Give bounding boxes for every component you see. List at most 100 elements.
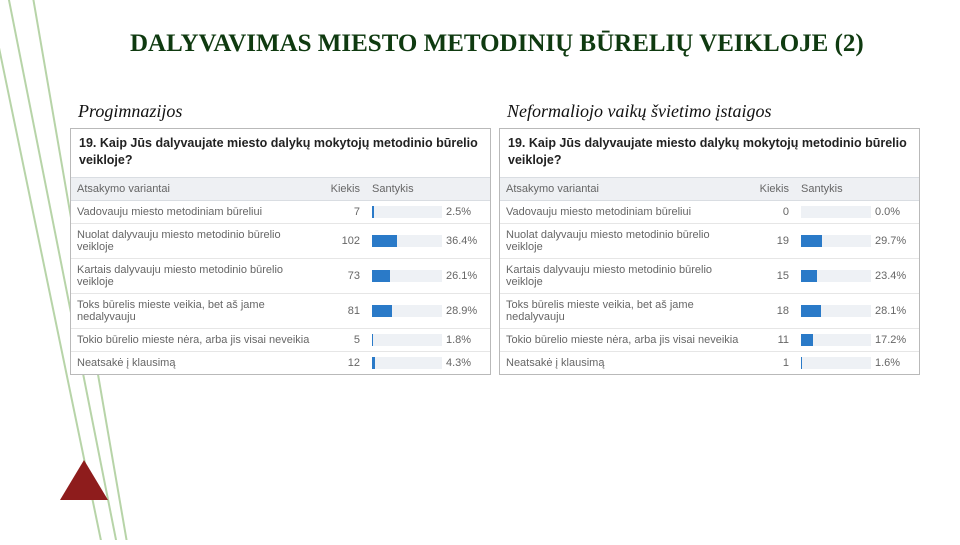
bar-track <box>801 206 871 218</box>
bar-fill <box>372 206 374 218</box>
question-number: 19. <box>508 136 525 150</box>
bar-track <box>372 206 442 218</box>
row-label: Toks būrelis mieste veikia, bet aš jame … <box>71 294 318 329</box>
row-count: 18 <box>747 294 795 329</box>
row-count: 1 <box>747 352 795 375</box>
row-percent: 36.4% <box>446 235 484 247</box>
bar-fill <box>801 235 822 247</box>
col-header-ratio: Santykis <box>366 178 490 201</box>
table-row: Toks būrelis mieste veikia, bet aš jame … <box>500 294 919 329</box>
bar-fill <box>801 334 813 346</box>
right-column: Neformaliojo vaikų švietimo įstaigos 19.… <box>499 101 920 375</box>
row-label: Kartais dalyvauju miesto metodinio būrel… <box>500 259 747 294</box>
row-ratio: 1.8% <box>366 329 490 352</box>
col-header-variant: Atsakymo variantai <box>500 178 747 201</box>
table-row: Neatsakė į klausimą1 1.6% <box>500 352 919 375</box>
slide-title: DALYVAVIMAS MIESTO METODINIŲ BŪRELIŲ VEI… <box>130 28 920 59</box>
row-label: Neatsakė į klausimą <box>500 352 747 375</box>
slide-content: DALYVAVIMAS MIESTO METODINIŲ BŪRELIŲ VEI… <box>0 0 960 540</box>
table-header-row: Atsakymo variantai Kiekis Santykis <box>71 178 490 201</box>
bar-track <box>372 235 442 247</box>
bar-fill <box>372 305 392 317</box>
row-count: 5 <box>318 329 366 352</box>
row-label: Tokio būrelio mieste nėra, arba jis visa… <box>71 329 318 352</box>
row-percent: 23.4% <box>875 270 913 282</box>
table-row: Nuolat dalyvauju miesto metodinio būreli… <box>500 224 919 259</box>
left-column: Progimnazijos 19. Kaip Jūs dalyvaujate m… <box>70 101 491 375</box>
bar-fill <box>372 235 397 247</box>
row-count: 81 <box>318 294 366 329</box>
table-row: Kartais dalyvauju miesto metodinio būrel… <box>71 259 490 294</box>
table-row: Vadovauju miesto metodiniam būreliui7 2.5… <box>71 201 490 224</box>
row-label: Nuolat dalyvauju miesto metodinio būreli… <box>71 224 318 259</box>
left-column-label: Progimnazijos <box>78 101 491 122</box>
row-ratio: 4.3% <box>366 352 490 375</box>
question-text: Kaip Jūs dalyvaujate miesto dalykų mokyt… <box>508 136 907 167</box>
row-ratio: 2.5% <box>366 201 490 224</box>
table-row: Toks būrelis mieste veikia, bet aš jame … <box>71 294 490 329</box>
row-count: 15 <box>747 259 795 294</box>
left-question: 19. Kaip Jūs dalyvaujate miesto dalykų m… <box>71 129 490 177</box>
bar-track <box>372 357 442 369</box>
bar-track <box>801 357 871 369</box>
right-column-label: Neformaliojo vaikų švietimo įstaigos <box>507 101 920 122</box>
right-question: 19. Kaip Jūs dalyvaujate miesto dalykų m… <box>500 129 919 177</box>
row-label: Nuolat dalyvauju miesto metodinio būreli… <box>500 224 747 259</box>
row-count: 0 <box>747 201 795 224</box>
row-count: 19 <box>747 224 795 259</box>
row-ratio: 36.4% <box>366 224 490 259</box>
table-row: Tokio būrelio mieste nėra, arba jis visa… <box>500 329 919 352</box>
columns-wrap: Progimnazijos 19. Kaip Jūs dalyvaujate m… <box>70 101 920 375</box>
table-row: Tokio būrelio mieste nėra, arba jis visa… <box>71 329 490 352</box>
row-percent: 29.7% <box>875 235 913 247</box>
row-percent: 28.9% <box>446 305 484 317</box>
right-panel: 19. Kaip Jūs dalyvaujate miesto dalykų m… <box>499 128 920 375</box>
col-header-count: Kiekis <box>318 178 366 201</box>
row-count: 11 <box>747 329 795 352</box>
table-row: Nuolat dalyvauju miesto metodinio būreli… <box>71 224 490 259</box>
bar-fill <box>801 270 817 282</box>
bar-fill <box>801 305 821 317</box>
bar-fill <box>372 270 390 282</box>
question-text: Kaip Jūs dalyvaujate miesto dalykų mokyt… <box>79 136 478 167</box>
left-panel: 19. Kaip Jūs dalyvaujate miesto dalykų m… <box>70 128 491 375</box>
row-label: Toks būrelis mieste veikia, bet aš jame … <box>500 294 747 329</box>
col-header-variant: Atsakymo variantai <box>71 178 318 201</box>
row-percent: 26.1% <box>446 270 484 282</box>
row-percent: 0.0% <box>875 206 913 218</box>
bar-fill <box>801 357 802 369</box>
row-ratio: 0.0% <box>795 201 919 224</box>
row-percent: 1.6% <box>875 357 913 369</box>
table-row: Kartais dalyvauju miesto metodinio būrel… <box>500 259 919 294</box>
row-label: Vadovauju miesto metodiniam būreliui <box>71 201 318 224</box>
row-ratio: 28.1% <box>795 294 919 329</box>
row-percent: 4.3% <box>446 357 484 369</box>
row-ratio: 28.9% <box>366 294 490 329</box>
row-label: Neatsakė į klausimą <box>71 352 318 375</box>
row-percent: 1.8% <box>446 334 484 346</box>
row-percent: 17.2% <box>875 334 913 346</box>
row-percent: 2.5% <box>446 206 484 218</box>
row-ratio: 29.7% <box>795 224 919 259</box>
row-ratio: 23.4% <box>795 259 919 294</box>
table-row: Neatsakė į klausimą12 4.3% <box>71 352 490 375</box>
question-number: 19. <box>79 136 96 150</box>
table-header-row: Atsakymo variantai Kiekis Santykis <box>500 178 919 201</box>
bar-track <box>801 270 871 282</box>
col-header-ratio: Santykis <box>795 178 919 201</box>
row-count: 102 <box>318 224 366 259</box>
row-label: Kartais dalyvauju miesto metodinio būrel… <box>71 259 318 294</box>
left-table: Atsakymo variantai Kiekis Santykis Vadov… <box>71 177 490 374</box>
right-table: Atsakymo variantai Kiekis Santykis Vadov… <box>500 177 919 374</box>
row-count: 73 <box>318 259 366 294</box>
row-count: 7 <box>318 201 366 224</box>
row-label: Vadovauju miesto metodiniam būreliui <box>500 201 747 224</box>
row-ratio: 1.6% <box>795 352 919 375</box>
bar-fill <box>372 334 373 346</box>
bar-track <box>372 305 442 317</box>
row-ratio: 17.2% <box>795 329 919 352</box>
row-ratio: 26.1% <box>366 259 490 294</box>
bar-fill <box>372 357 375 369</box>
table-row: Vadovauju miesto metodiniam būreliui0 0.0… <box>500 201 919 224</box>
row-count: 12 <box>318 352 366 375</box>
